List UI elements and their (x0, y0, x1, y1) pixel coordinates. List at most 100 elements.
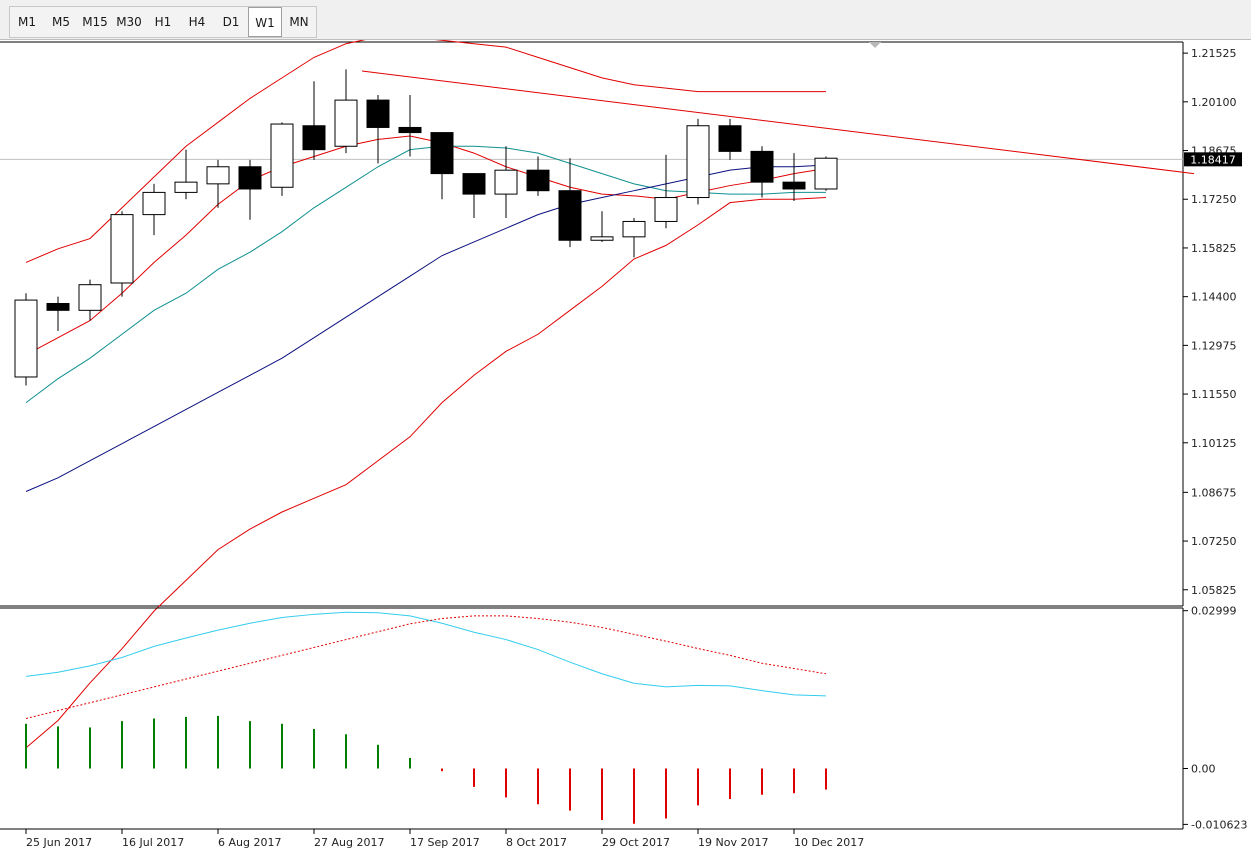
macd-axis: 0.02999 0.00 -0.010623 (1183, 605, 1247, 831)
candle (558, 158, 582, 248)
timeframe-button-group: M1 M5 M15 M30 H1 H4 D1 W1 MN (9, 6, 317, 38)
timeframe-h4-button[interactable]: H4 (188, 15, 206, 29)
bullish-candle-body (334, 99, 358, 147)
timeframe-m5-button[interactable]: M5 (52, 15, 70, 29)
price-tick-label: 1.10125 (1191, 437, 1237, 450)
price-tick-label: 1.15825 (1191, 242, 1237, 255)
time-tick-label: 16 Jul 2017 (122, 836, 184, 849)
candle (590, 211, 614, 242)
candle (814, 156, 838, 191)
bearish-candle-body (398, 126, 422, 134)
bullish-candle-body (686, 125, 710, 199)
candle (46, 296, 70, 331)
bullish-candle-body (14, 299, 38, 378)
timeframe-h1-button[interactable]: H1 (154, 15, 172, 29)
bearish-candle-body (366, 99, 390, 128)
time-tick-label: 29 Oct 2017 (602, 836, 670, 849)
timeframe-m1-button[interactable]: M1 (18, 15, 36, 29)
price-tick-label: 1.21525 (1191, 47, 1237, 60)
bearish-candle-body (462, 173, 486, 195)
candle (78, 279, 102, 321)
bollinger-lower-band (25, 197, 827, 749)
time-tick-label: 19 Nov 2017 (698, 836, 768, 849)
bearish-candle-body (782, 181, 806, 190)
time-tick-label: 25 Jun 2017 (26, 836, 92, 849)
bullish-candle-body (78, 284, 102, 311)
bullish-candle-body (654, 197, 678, 222)
timeframe-mn-button[interactable]: MN (289, 15, 309, 29)
candle (206, 159, 230, 208)
price-tick-label: 1.20100 (1191, 96, 1237, 109)
bullish-candle-body (590, 236, 614, 241)
bullish-candle-body (142, 191, 166, 216)
bearish-candle-body (238, 166, 262, 190)
candles (14, 69, 838, 386)
bearish-candle-body (46, 302, 70, 311)
bearish-candle-body (430, 132, 454, 175)
price-pane[interactable]: 1.215251.201001.186751.172501.158251.144… (0, 40, 1242, 749)
macd-histogram (25, 715, 827, 824)
bearish-candle-body (718, 125, 742, 152)
bearish-candle-body (750, 150, 774, 183)
candle (782, 153, 806, 201)
candle (302, 81, 326, 160)
time-tick-label: 27 Aug 2017 (314, 836, 384, 849)
candle (174, 149, 198, 200)
timeframe-m15-button[interactable]: M15 (82, 15, 108, 29)
price-tick-label: 1.05825 (1191, 584, 1237, 597)
macd-pane[interactable]: 0.02999 0.00 -0.010623 (0, 605, 1247, 832)
candle (14, 293, 38, 386)
price-tick-label: 1.14400 (1191, 291, 1237, 304)
bullish-candle-body (110, 214, 134, 284)
bearish-candle-body (302, 125, 326, 151)
candle (686, 118, 710, 205)
scroll-marker-triangle[interactable] (869, 42, 881, 48)
timeframe-d1-button[interactable]: D1 (222, 15, 240, 29)
time-tick-label: 17 Sep 2017 (410, 836, 480, 849)
candle (654, 154, 678, 229)
macd-lines (25, 611, 827, 719)
price-overlays (25, 40, 1195, 749)
candle (622, 218, 646, 258)
current-price-label-background (1184, 152, 1242, 167)
macd-main-line (25, 611, 827, 697)
macd-tick-label: 0.02999 (1191, 605, 1237, 618)
price-tick-label: 1.08675 (1191, 486, 1237, 499)
timeframe-toolbar: M1 M5 M15 M30 H1 H4 D1 W1 MN (0, 0, 1251, 40)
time-tick-label: 8 Oct 2017 (506, 836, 567, 849)
bearish-candle-body (558, 190, 582, 241)
candle (398, 94, 422, 157)
time-axis: 25 Jun 2017 16 Jul 2017 6 Aug 2017 27 Aug 2… (25, 829, 864, 849)
time-tick-label: 6 Aug 2017 (218, 836, 281, 849)
candle (366, 94, 390, 164)
time-tick-label: 10 Dec 2017 (794, 836, 864, 849)
candle (750, 146, 774, 198)
macd-signal-line (25, 615, 827, 719)
bullish-candle-body (814, 157, 838, 190)
candle (334, 69, 358, 154)
bullish-candle-body (174, 181, 198, 193)
timeframe-w1-button[interactable]: W1 (248, 7, 282, 37)
candle (494, 146, 518, 219)
candle (142, 183, 166, 236)
macd-tick-label: -0.010623 (1191, 818, 1247, 831)
candle (110, 211, 134, 297)
candle (238, 159, 262, 220)
candle (526, 156, 550, 196)
price-tick-label: 1.07250 (1191, 535, 1237, 548)
candle (462, 173, 486, 219)
candle (430, 132, 454, 200)
trendline[interactable] (361, 70, 1195, 175)
price-tick-label: 1.11550 (1191, 388, 1237, 401)
macd-tick-label: 0.00 (1191, 762, 1216, 775)
chart-background (0, 40, 1251, 857)
price-tick-label: 1.12975 (1191, 339, 1237, 352)
bollinger-upper-band (25, 40, 826, 263)
bullish-candle-body (270, 123, 294, 188)
timeframe-m30-button[interactable]: M30 (116, 15, 142, 29)
bullish-candle-body (494, 169, 518, 195)
candle (718, 118, 742, 160)
current-price-label: 1.18417 (1190, 153, 1236, 166)
candle (270, 122, 294, 196)
chart-canvas[interactable]: 1.215251.201001.186751.172501.158251.144… (0, 40, 1251, 857)
